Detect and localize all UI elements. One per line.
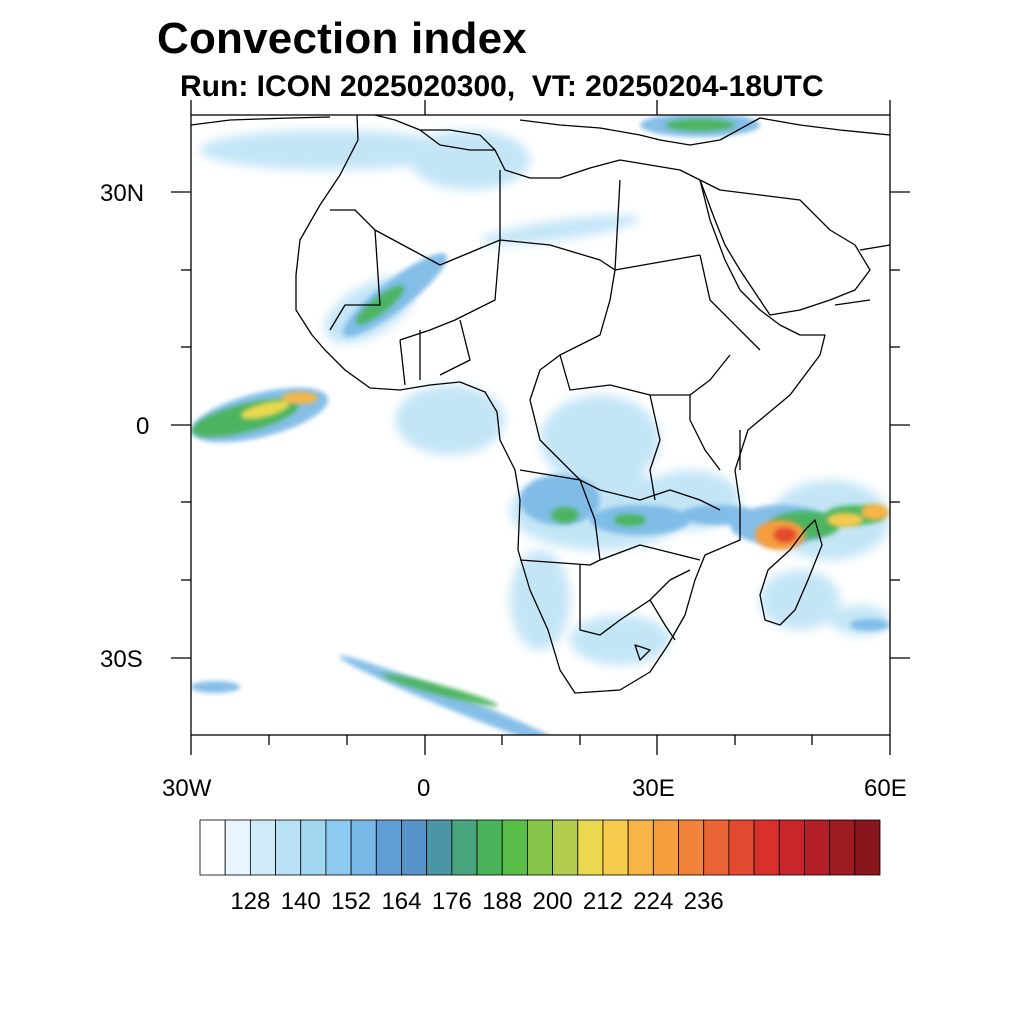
colorbar-swatch	[300, 819, 327, 876]
colorbar-swatch	[829, 819, 856, 876]
colorbar-label: 140	[280, 888, 321, 915]
y-tick-label-0: 0	[136, 413, 150, 440]
colorbar-swatch	[552, 819, 579, 876]
colorbar-label: 224	[633, 888, 674, 915]
colorbar-swatch	[854, 819, 881, 876]
colorbar-swatch	[451, 819, 478, 876]
colorbar-swatch	[804, 819, 831, 876]
colorbar-swatch	[375, 819, 402, 876]
colorbar-swatch	[652, 819, 679, 876]
colorbar-swatch	[753, 819, 780, 876]
colorbar-swatch	[577, 819, 604, 876]
colorbar-label: 164	[381, 888, 422, 915]
colorbar-label: 212	[582, 888, 623, 915]
colorbar-swatch	[703, 819, 730, 876]
map-title: Convection index	[157, 14, 527, 63]
colorbar-swatch	[501, 819, 528, 876]
colorbar-label: 176	[431, 888, 472, 915]
colorbar-swatch	[678, 819, 705, 876]
colorbar-swatch	[728, 819, 755, 876]
colorbar-swatch	[401, 819, 428, 876]
colorbar-swatch	[249, 819, 276, 876]
colorbar-swatch	[627, 819, 654, 876]
colorbar-swatch	[602, 819, 629, 876]
colorbar	[199, 819, 881, 876]
x-tick-label-0: 0	[417, 775, 431, 802]
coastlines	[191, 115, 890, 694]
colorbar-label: 236	[683, 888, 724, 915]
colorbar-swatch	[325, 819, 352, 876]
y-tick-label-30n: 30N	[100, 180, 145, 207]
colorbar-swatch	[275, 819, 302, 876]
colorbar-swatch	[199, 819, 226, 876]
x-tick-label-30e: 30E	[632, 775, 675, 802]
colorbar-swatch	[426, 819, 453, 876]
map-subtitle: Run: ICON 2025020300, VT: 20250204-18UTC	[180, 70, 824, 103]
colorbar-swatch	[224, 819, 251, 876]
x-tick-label-30w: 30W	[162, 775, 212, 802]
y-tick-label-30s: 30S	[100, 646, 143, 673]
colorbar-swatch	[350, 819, 377, 876]
colorbar-label: 200	[532, 888, 573, 915]
axis-ticks	[171, 100, 910, 755]
colorbar-label: 152	[331, 888, 372, 915]
colorbar-label: 128	[230, 888, 271, 915]
colorbar-swatch	[476, 819, 503, 876]
colorbar-swatch	[778, 819, 805, 876]
convection-field	[191, 115, 890, 735]
colorbar-label: 188	[482, 888, 523, 915]
colorbar-swatch	[527, 819, 553, 876]
x-tick-label-60e: 60E	[864, 775, 907, 802]
